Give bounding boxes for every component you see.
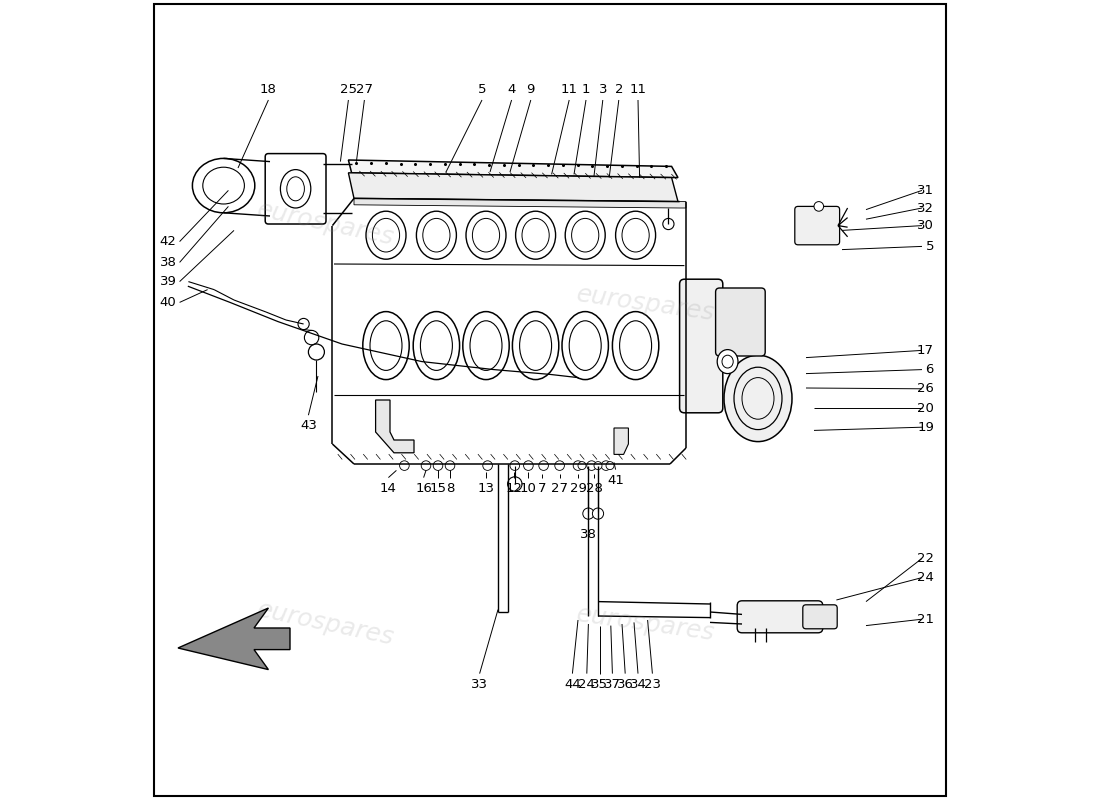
Polygon shape	[375, 400, 414, 453]
Ellipse shape	[724, 355, 792, 442]
Circle shape	[814, 202, 824, 211]
FancyBboxPatch shape	[803, 605, 837, 629]
Text: 16: 16	[415, 482, 432, 494]
Text: 11: 11	[629, 83, 647, 96]
Circle shape	[539, 461, 549, 470]
Text: 28: 28	[585, 482, 603, 494]
Text: 4: 4	[507, 83, 516, 96]
Text: 38: 38	[580, 528, 597, 541]
Text: 20: 20	[917, 402, 934, 414]
Text: 23: 23	[644, 678, 661, 690]
Circle shape	[594, 462, 602, 470]
Text: 36: 36	[617, 678, 634, 690]
Text: eurospares: eurospares	[575, 282, 717, 326]
Circle shape	[663, 218, 674, 230]
Text: 13: 13	[477, 482, 495, 494]
Text: 33: 33	[471, 678, 488, 690]
Text: 9: 9	[527, 83, 535, 96]
Text: 26: 26	[917, 382, 934, 395]
Text: 31: 31	[917, 184, 934, 197]
Text: 7: 7	[538, 482, 547, 494]
Text: 27: 27	[356, 83, 373, 96]
Text: 29: 29	[570, 482, 586, 494]
Text: 42: 42	[160, 235, 176, 248]
Text: 1: 1	[582, 83, 591, 96]
Circle shape	[483, 461, 493, 470]
Text: 41: 41	[607, 474, 624, 486]
Text: 37: 37	[604, 678, 620, 690]
Circle shape	[446, 461, 454, 470]
Text: 5: 5	[925, 240, 934, 253]
Circle shape	[554, 461, 564, 470]
Text: 32: 32	[917, 202, 934, 214]
Text: 14: 14	[379, 482, 397, 494]
Text: 30: 30	[917, 219, 934, 232]
Circle shape	[602, 461, 610, 470]
Text: 22: 22	[917, 552, 934, 565]
Circle shape	[586, 461, 596, 470]
Polygon shape	[349, 173, 678, 202]
FancyBboxPatch shape	[716, 288, 766, 356]
Text: 3: 3	[598, 83, 607, 96]
Text: 21: 21	[917, 613, 934, 626]
Polygon shape	[349, 160, 678, 178]
Text: 15: 15	[429, 482, 447, 494]
Text: 8: 8	[446, 482, 454, 494]
Polygon shape	[354, 198, 686, 208]
Circle shape	[573, 461, 583, 470]
Text: 39: 39	[160, 275, 176, 288]
Text: 10: 10	[519, 482, 536, 494]
Polygon shape	[614, 428, 628, 454]
Circle shape	[606, 462, 614, 470]
Text: 12: 12	[506, 482, 522, 494]
Text: 43: 43	[300, 419, 317, 432]
Text: eurospares: eurospares	[575, 602, 717, 646]
Text: 11: 11	[561, 83, 578, 96]
Text: 2: 2	[615, 83, 623, 96]
FancyBboxPatch shape	[795, 206, 839, 245]
Text: 5: 5	[477, 83, 486, 96]
Text: 25: 25	[340, 83, 356, 96]
Text: 34: 34	[629, 678, 647, 690]
Circle shape	[578, 462, 586, 470]
FancyBboxPatch shape	[737, 601, 823, 633]
Circle shape	[510, 461, 519, 470]
Circle shape	[583, 508, 594, 519]
Text: 44: 44	[564, 678, 581, 690]
Circle shape	[433, 461, 443, 470]
Text: 35: 35	[591, 678, 608, 690]
Circle shape	[421, 461, 431, 470]
Circle shape	[593, 508, 604, 519]
Circle shape	[524, 461, 534, 470]
Text: 38: 38	[160, 256, 176, 269]
Text: 19: 19	[917, 421, 934, 434]
Text: eurospares: eurospares	[255, 598, 397, 650]
FancyBboxPatch shape	[680, 279, 723, 413]
Polygon shape	[178, 608, 290, 670]
Text: 18: 18	[260, 83, 277, 96]
Text: 27: 27	[551, 482, 568, 494]
Text: eurospares: eurospares	[255, 198, 397, 250]
Text: 6: 6	[925, 363, 934, 376]
Text: 17: 17	[917, 344, 934, 357]
Ellipse shape	[717, 350, 738, 374]
Circle shape	[399, 461, 409, 470]
Text: 40: 40	[160, 296, 176, 309]
Text: 24: 24	[579, 678, 595, 690]
Text: 24: 24	[917, 571, 934, 584]
